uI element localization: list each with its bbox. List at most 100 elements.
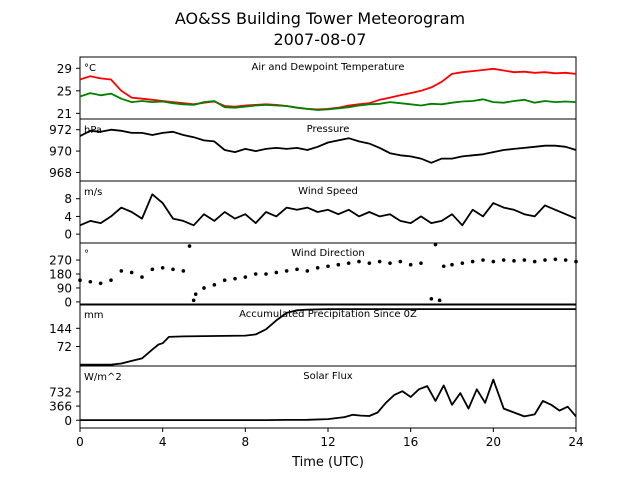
data-point	[398, 259, 403, 264]
data-point	[98, 281, 103, 286]
chart-title: AO&SS Building Tower Meteorogram	[175, 9, 465, 28]
series-line-0	[80, 378, 577, 422]
data-point	[357, 259, 361, 264]
data-point	[501, 258, 506, 262]
data-point	[326, 264, 330, 269]
data-point	[441, 264, 446, 269]
panel-unit: °C	[84, 63, 96, 74]
panel-0: Air and Dewpoint Temperature °C 21 25 29	[57, 56, 577, 121]
data-point	[187, 244, 192, 248]
data-point	[181, 269, 186, 273]
data-point	[233, 276, 237, 281]
data-point	[305, 269, 310, 273]
x-axis: 0 4 8 12 16 20 24	[76, 428, 584, 449]
x-tick-label: 12	[320, 435, 335, 449]
y-tick-label: 72	[57, 340, 72, 354]
panel-2: Wind Speed m/s 0 4 8	[64, 180, 577, 244]
data-point	[512, 259, 516, 263]
data-point	[563, 258, 568, 262]
y-tick-label: 21	[57, 107, 72, 121]
panel-unit: W/m^2	[84, 372, 122, 383]
data-point	[437, 298, 442, 303]
data-point	[367, 261, 372, 265]
panel-title: Accumulated Precipitation Since 0Z	[239, 309, 417, 320]
y-tick-label: 732	[49, 385, 72, 399]
panel-unit: mm	[84, 310, 103, 321]
data-point	[315, 266, 320, 270]
y-tick-label: 270	[49, 254, 72, 268]
panel-title: Air and Dewpoint Temperature	[252, 62, 405, 73]
data-point	[202, 286, 206, 290]
y-tick-label: 0	[64, 414, 72, 428]
data-point	[553, 257, 558, 262]
data-point	[532, 259, 537, 264]
x-tick-label: 20	[486, 435, 501, 449]
data-point	[460, 261, 465, 265]
x-tick-label: 24	[568, 435, 583, 449]
data-point	[433, 242, 438, 247]
data-point	[140, 275, 144, 279]
series-line-1	[79, 92, 577, 111]
data-point	[470, 259, 475, 264]
data-point	[377, 259, 382, 264]
data-point	[150, 267, 155, 272]
data-point	[274, 270, 279, 275]
panel-4: Accumulated Precipitation Since 0Z mm 72 14…	[49, 303, 577, 367]
data-point	[88, 279, 93, 284]
data-point	[160, 266, 165, 270]
y-tick-label: 180	[49, 268, 72, 282]
panel-unit: m/s	[84, 187, 102, 198]
data-point	[429, 297, 434, 301]
y-tick-label: 8	[64, 192, 72, 206]
data-point	[543, 258, 547, 262]
data-point	[408, 262, 413, 267]
x-tick-label: 4	[159, 435, 167, 449]
chart-panels: Air and Dewpoint Temperature °C 21 25 29 Pres…	[49, 56, 578, 429]
data-point	[295, 267, 299, 272]
x-axis-label: Time (UTC)	[291, 455, 364, 470]
panel-title: Wind Direction	[291, 248, 365, 259]
x-tick-label: 8	[242, 435, 250, 449]
y-tick-label: 4	[64, 210, 72, 224]
data-point	[522, 258, 527, 262]
y-tick-label: 0	[64, 295, 72, 309]
data-point	[119, 269, 124, 273]
data-point	[109, 278, 113, 283]
data-point	[222, 278, 227, 283]
y-tick-label: 972	[49, 123, 72, 137]
data-point	[450, 262, 454, 267]
data-point	[253, 272, 258, 276]
panel-title: Pressure	[307, 124, 350, 135]
chart-subtitle: 2007-08-07	[274, 30, 367, 49]
data-point	[193, 292, 198, 296]
y-tick-label: 25	[57, 84, 72, 98]
y-tick-label: 0	[64, 228, 72, 242]
y-tick-label: 970	[49, 145, 72, 159]
series-line-0	[79, 128, 577, 164]
panel-unit: °	[84, 249, 89, 260]
x-tick-label: 16	[403, 435, 418, 449]
data-point	[491, 259, 496, 264]
data-point	[243, 275, 248, 279]
data-point	[336, 262, 341, 267]
y-tick-label: 144	[49, 322, 72, 336]
data-point	[78, 278, 82, 283]
data-point	[346, 261, 351, 265]
y-tick-label: 29	[57, 62, 72, 76]
data-point	[264, 272, 268, 276]
y-tick-label: 366	[49, 400, 72, 414]
panel-title: Solar Flux	[303, 371, 353, 382]
data-point	[284, 269, 289, 273]
data-point	[388, 261, 392, 265]
data-point	[171, 267, 175, 272]
panel-title: Wind Speed	[298, 186, 358, 197]
data-point	[212, 283, 217, 287]
series-line-0	[80, 308, 576, 366]
x-tick-label: 0	[76, 435, 84, 449]
y-tick-label: 968	[49, 166, 72, 180]
series-line-0	[79, 193, 577, 227]
